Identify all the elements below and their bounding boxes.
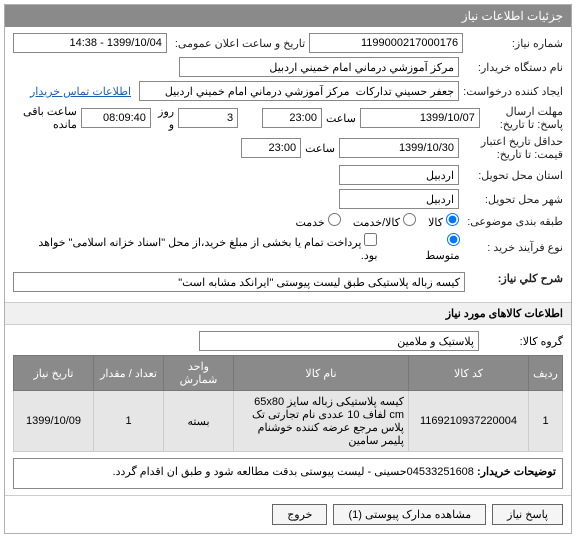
need-no-input[interactable] [309, 33, 463, 53]
button-bar: پاسخ نیاز مشاهده مدارک پیوستی (1) خروج [5, 495, 571, 533]
budget-label: طبقه بندی موضوعی: [463, 215, 563, 228]
deadline-time2-input[interactable] [81, 108, 151, 128]
th-code: کد کالا [409, 356, 529, 391]
partial-pay-checkbox[interactable] [364, 233, 377, 246]
budget-radio-kala[interactable] [446, 213, 459, 226]
budget-opt-service[interactable]: خدمت [295, 213, 340, 229]
budget-radio-mix[interactable] [403, 213, 416, 226]
buyer-org-input[interactable] [179, 57, 459, 77]
cell-qty: 1 [94, 391, 164, 452]
th-qty: تعداد / مقدار [94, 356, 164, 391]
buyer-org-label: نام دستگاه خریدار: [463, 61, 563, 74]
province-label: استان محل تحویل: [463, 169, 563, 182]
buyer-desc-label: توضیحات خریدار: [477, 465, 556, 478]
city-input[interactable] [339, 189, 459, 209]
min-valid-time-input[interactable] [241, 138, 301, 158]
partial-pay-check[interactable]: پرداخت تمام یا بخشی از مبلغ خرید،از محل … [21, 233, 377, 262]
deadline-time1-input[interactable] [262, 108, 322, 128]
announce-label: تاریخ و ساعت اعلان عمومی: [171, 37, 305, 50]
goods-table: ردیف کد کالا نام کالا واحد شمارش تعداد /… [13, 355, 563, 452]
cell-unit: بسته [164, 391, 234, 452]
time-label-2: ساعت [305, 142, 335, 155]
min-valid-label: حداقل تاریخ اعتبار قیمت: تا تاریخ: [463, 135, 563, 161]
goods-section-title: اطلاعات کالاهای مورد نیاز [5, 302, 571, 325]
contact-link[interactable]: اطلاعات تماس خریدار [30, 85, 131, 98]
province-input[interactable] [339, 165, 459, 185]
budget-radio-service[interactable] [328, 213, 341, 226]
day-unit-label: روز و [155, 105, 174, 131]
buyer-desc-box: توضیحات خریدار: 04533251608حسینی - لیست … [13, 458, 563, 489]
deadline-label: مهلت ارسال پاسخ: تا تاریخ: [484, 105, 563, 131]
budget-opt-kala[interactable]: کالا [428, 213, 459, 229]
answer-button[interactable]: پاسخ نیاز [492, 504, 563, 525]
details-panel: جزئیات اطلاعات نیاز شماره نیاز: تاریخ و … [4, 4, 572, 534]
cell-name: کیسه پلاستیکی زباله سایز 65x80 cm لفاف 1… [234, 391, 409, 452]
th-date: تاریخ نیاز [14, 356, 94, 391]
deadline-days-input[interactable] [178, 108, 238, 128]
remain-label: ساعت باقی مانده [13, 105, 77, 131]
creator-input[interactable] [139, 81, 459, 101]
process-opt-mid[interactable]: متوسط [409, 233, 459, 262]
exit-button[interactable]: خروج [272, 504, 327, 525]
time-label-1: ساعت [326, 112, 356, 125]
budget-opt-mix[interactable]: کالا/خدمت [353, 213, 416, 229]
need-no-label: شماره نیاز: [467, 37, 563, 50]
th-unit: واحد شمارش [164, 356, 234, 391]
min-valid-date-input[interactable] [339, 138, 459, 158]
process-label: نوع فرآیند خرید : [464, 241, 563, 254]
goods-group-label: گروه کالا: [483, 335, 563, 348]
announce-input[interactable] [13, 33, 167, 53]
cell-code: 1169210937220004 [409, 391, 529, 452]
creator-label: ایجاد کننده درخواست: [463, 85, 563, 98]
cell-row: 1 [529, 391, 563, 452]
process-radio-mid[interactable] [447, 233, 460, 246]
summary-input[interactable] [13, 272, 465, 292]
cell-date: 1399/10/09 [14, 391, 94, 452]
attachments-button[interactable]: مشاهده مدارک پیوستی (1) [333, 504, 486, 525]
city-label: شهر محل تحویل: [463, 193, 563, 206]
table-row[interactable]: 1 1169210937220004 کیسه پلاستیکی زباله س… [14, 391, 563, 452]
panel-title: جزئیات اطلاعات نیاز [5, 5, 571, 27]
th-row: ردیف [529, 356, 563, 391]
summary-label: شرح کلي نياز: [469, 272, 563, 285]
goods-group-input[interactable] [199, 331, 479, 351]
buyer-desc-text: 04533251608حسینی - لیست پیوستی بدقت مطال… [113, 466, 474, 478]
deadline-date-input[interactable] [360, 108, 480, 128]
th-name: نام کالا [234, 356, 409, 391]
form-content: شماره نیاز: تاریخ و ساعت اعلان عمومی: نا… [5, 27, 571, 302]
